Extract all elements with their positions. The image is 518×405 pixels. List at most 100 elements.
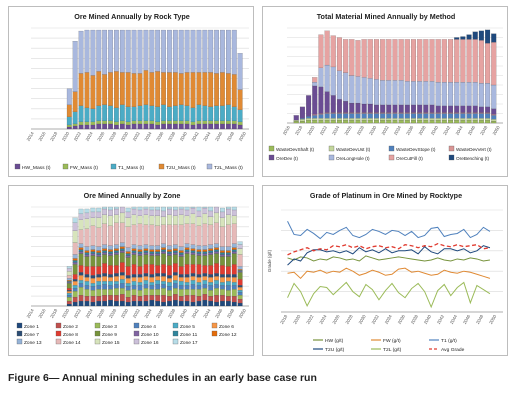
bar-segment: [196, 216, 202, 226]
bar-segment: [161, 120, 166, 125]
bar-segment: [167, 245, 172, 250]
bar-segment: [460, 82, 466, 106]
bar-segment: [214, 273, 219, 277]
bar-segment: [231, 223, 237, 244]
legend-label: Zone 17: [180, 340, 198, 346]
bar-segment: [119, 206, 125, 214]
bar-segment: [172, 105, 178, 121]
bar-segment: [90, 266, 96, 276]
bar-segment: [343, 72, 349, 102]
x-tick-label: 2026: [96, 131, 105, 142]
bar-segment: [237, 248, 243, 255]
panel-material-by-method: Total Material Mined Annually by Method 2…: [262, 6, 508, 177]
bar-segment: [208, 216, 214, 225]
bar-segment: [131, 206, 137, 210]
x-tick-label: 2030: [368, 125, 377, 136]
bar-segment: [355, 118, 361, 121]
bar-segment: [460, 120, 466, 124]
bar-segment: [108, 123, 113, 130]
bar-segment: [119, 283, 125, 289]
bar-segment: [386, 113, 392, 119]
bar-segment: [143, 280, 149, 285]
bar-segment: [108, 245, 113, 250]
x-tick-label: 2046: [467, 125, 476, 136]
bar-segment: [485, 112, 491, 114]
bar-segment: [293, 121, 299, 124]
bar-segment: [143, 273, 149, 277]
bar-segment: [491, 84, 497, 109]
bar-segment: [143, 224, 149, 245]
bar-segment: [448, 118, 454, 121]
bar-segment: [330, 118, 336, 121]
bar-segment: [231, 277, 237, 283]
bar-segment: [312, 114, 318, 116]
bar-segment: [330, 113, 336, 119]
bar-segment: [96, 71, 102, 106]
bar-segment: [386, 118, 392, 121]
bar-segment: [398, 112, 404, 114]
bar-segment: [226, 224, 231, 247]
bar-segment: [208, 29, 214, 73]
bar-segment: [178, 256, 184, 267]
bar-segment: [167, 278, 172, 283]
bar-segment: [220, 226, 225, 247]
bar-segment: [178, 120, 184, 125]
bar-segment: [72, 274, 78, 280]
bar-segment: [149, 285, 155, 290]
bar-segment: [84, 72, 90, 108]
bar-segment: [226, 281, 231, 286]
bar-segment: [161, 276, 166, 282]
bar-segment: [355, 102, 361, 113]
bar-segment: [184, 253, 190, 265]
bar-segment: [90, 217, 96, 226]
bar-segment: [72, 230, 78, 243]
bar-segment: [196, 249, 202, 252]
bar-segment: [161, 264, 166, 274]
bar-segment: [143, 29, 149, 71]
bar-segment: [417, 113, 423, 119]
x-tick-label: 2046: [462, 314, 471, 325]
bar-segment: [491, 114, 497, 116]
bar-segment: [72, 262, 78, 265]
bar-segment: [202, 251, 208, 254]
bar-segment: [220, 120, 225, 125]
bar-segment: [417, 118, 423, 121]
x-tick-label: 2044: [202, 131, 211, 142]
bar-segment: [324, 120, 330, 124]
bar-segment: [114, 288, 119, 296]
bar-segment: [172, 120, 178, 125]
bar-segment: [84, 218, 90, 229]
bar-segment: [84, 124, 90, 130]
bar-segment: [355, 112, 361, 114]
bar-segment: [374, 118, 379, 121]
legend-swatch: [62, 163, 69, 170]
bar-segment: [84, 274, 90, 278]
bar-segment: [125, 283, 131, 287]
bar-segment: [231, 274, 237, 278]
bar-segment: [78, 73, 84, 106]
legend-swatch: [268, 145, 275, 152]
bar-segment: [478, 106, 484, 113]
chart-title: Ore Mined Annually by Rock Type: [74, 12, 189, 21]
bar-segment: [392, 104, 398, 113]
bar-segment: [491, 108, 497, 115]
bar-segment: [202, 105, 208, 121]
bar-segment: [306, 116, 312, 119]
bar-segment: [202, 123, 208, 130]
bar-segment: [237, 53, 243, 90]
bar-segment: [220, 123, 225, 130]
bar-segment: [214, 120, 219, 125]
bar-segment: [172, 280, 178, 284]
bar-segment: [190, 248, 196, 251]
legend-label: Zone 14: [63, 340, 81, 346]
bar-segment: [367, 118, 373, 121]
bar-segment: [114, 208, 119, 215]
bar-segment: [178, 123, 184, 130]
bar-segment: [466, 105, 472, 113]
bar-segment: [478, 118, 484, 121]
bar-segment: [355, 120, 361, 124]
bar-segment: [196, 104, 202, 121]
legend-swatch: [94, 322, 101, 329]
bar-segment: [441, 39, 447, 83]
bar-segment: [324, 112, 330, 114]
